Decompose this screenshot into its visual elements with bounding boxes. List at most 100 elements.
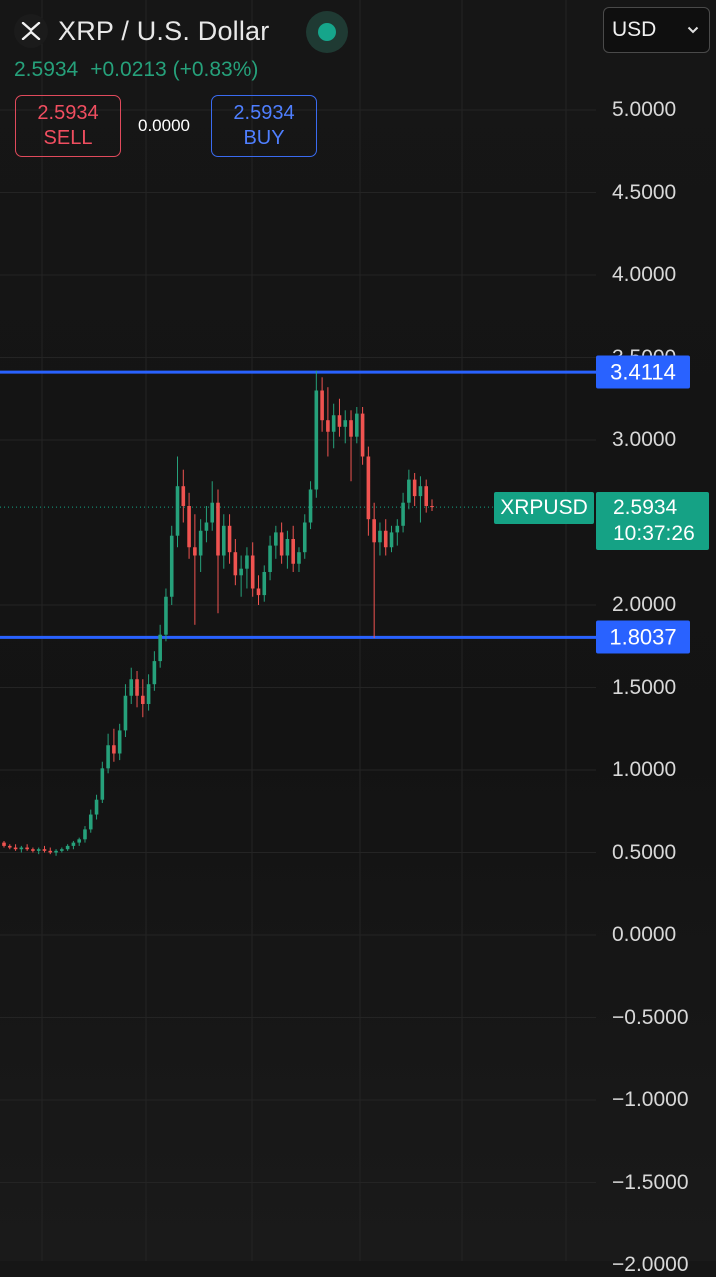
price-tick-label: −1.0000 <box>612 1088 689 1111</box>
price-tick-label: 4.5000 <box>612 180 677 204</box>
candle-body <box>7 845 12 848</box>
candle-body <box>2 842 6 846</box>
candle-body <box>268 545 272 572</box>
candle <box>297 547 301 572</box>
candle-body <box>141 695 145 704</box>
candle-body <box>135 679 139 696</box>
candle <box>360 407 365 465</box>
current-price-tag: 2.5934 10:37:26 <box>596 492 709 550</box>
candle-body <box>169 535 174 597</box>
candle <box>48 847 53 855</box>
buy-button[interactable]: 2.5934 BUY <box>211 95 317 157</box>
candle-body <box>60 849 64 851</box>
candle <box>88 809 93 833</box>
symbol-tag: XRPUSD <box>494 492 594 524</box>
candle <box>7 844 12 850</box>
candle <box>83 826 87 843</box>
candle <box>71 840 76 850</box>
candle-body <box>337 415 342 427</box>
candle-body <box>83 829 87 840</box>
upper-level-tag[interactable]: 3.4114 <box>596 355 690 389</box>
sell-price: 2.5934 <box>37 102 99 124</box>
candle <box>146 674 151 711</box>
candle <box>279 522 284 564</box>
currency-select[interactable]: USD <box>603 7 710 53</box>
candle-body <box>94 799 99 815</box>
candle-body <box>349 420 353 437</box>
candle-body <box>216 502 220 556</box>
horizontal-grid <box>0 109 596 1183</box>
candle-body <box>13 847 18 850</box>
price-tick-label: −2.0000 <box>612 1253 689 1276</box>
candle <box>164 588 168 642</box>
candle-body <box>227 525 232 553</box>
bar-countdown: 10:37:26 <box>613 522 695 545</box>
candle-body <box>239 568 243 576</box>
candle <box>412 473 417 506</box>
pair-header[interactable]: XRP / U.S. Dollar <box>14 10 269 52</box>
candle <box>233 539 238 586</box>
candle-body <box>106 745 110 769</box>
chevron-down-icon <box>687 26 699 34</box>
candle <box>31 847 35 853</box>
candle-body <box>42 849 47 851</box>
candle-body <box>291 539 295 564</box>
pair-name: XRP / U.S. Dollar <box>58 15 270 46</box>
candle <box>181 469 186 523</box>
candle <box>25 844 29 851</box>
candle-body <box>412 479 417 497</box>
price-tick-label: 3.0000 <box>612 428 677 451</box>
candle <box>291 525 295 572</box>
candle-body <box>331 415 336 432</box>
candle <box>372 502 376 638</box>
current-price: 2.5934 <box>613 496 678 519</box>
candle <box>94 794 99 820</box>
candle-body <box>389 532 394 548</box>
lower-level-tag[interactable]: 1.8037 <box>596 620 690 654</box>
candle <box>349 410 353 482</box>
candle-body <box>54 850 58 853</box>
candle-body <box>256 588 261 596</box>
candle <box>54 849 58 856</box>
candle <box>42 845 47 853</box>
candle <box>343 410 348 444</box>
price-tick-label: 2.0000 <box>612 593 677 616</box>
candlestick-series <box>2 370 434 856</box>
candle-body <box>123 695 128 731</box>
candle-body <box>100 768 105 800</box>
candle <box>227 514 232 564</box>
candle-body <box>193 547 197 556</box>
spread-value: 0.0000 <box>138 116 190 135</box>
candle-body <box>129 679 134 696</box>
candle <box>2 840 6 848</box>
candle-body <box>71 842 76 846</box>
xrp-logo-icon <box>14 14 48 48</box>
candle-body <box>117 730 122 754</box>
candle <box>302 514 307 559</box>
candle-body <box>245 555 249 569</box>
candle <box>245 547 249 589</box>
candle-body <box>297 552 301 564</box>
sell-label: SELL <box>43 127 93 149</box>
candle-body <box>383 530 388 548</box>
candle <box>204 506 209 543</box>
candle <box>106 733 110 774</box>
candle <box>366 446 371 536</box>
candle <box>129 667 134 704</box>
price-change-percent: (+0.83%) <box>172 58 259 81</box>
price-tick-label: −0.5000 <box>612 1005 689 1029</box>
candle <box>389 525 394 553</box>
price-change: +0.0213 (+0.83%) <box>90 58 258 82</box>
candle-body <box>25 847 29 850</box>
candle-body <box>326 420 330 432</box>
candle <box>187 492 191 559</box>
candle-body <box>152 661 157 685</box>
candle-body <box>430 506 434 508</box>
sell-button[interactable]: 2.5934 SELL <box>15 95 121 157</box>
candle <box>19 845 24 853</box>
candle-body <box>274 532 278 546</box>
candle <box>112 728 116 762</box>
candle-body <box>302 522 307 553</box>
candle <box>355 407 359 444</box>
